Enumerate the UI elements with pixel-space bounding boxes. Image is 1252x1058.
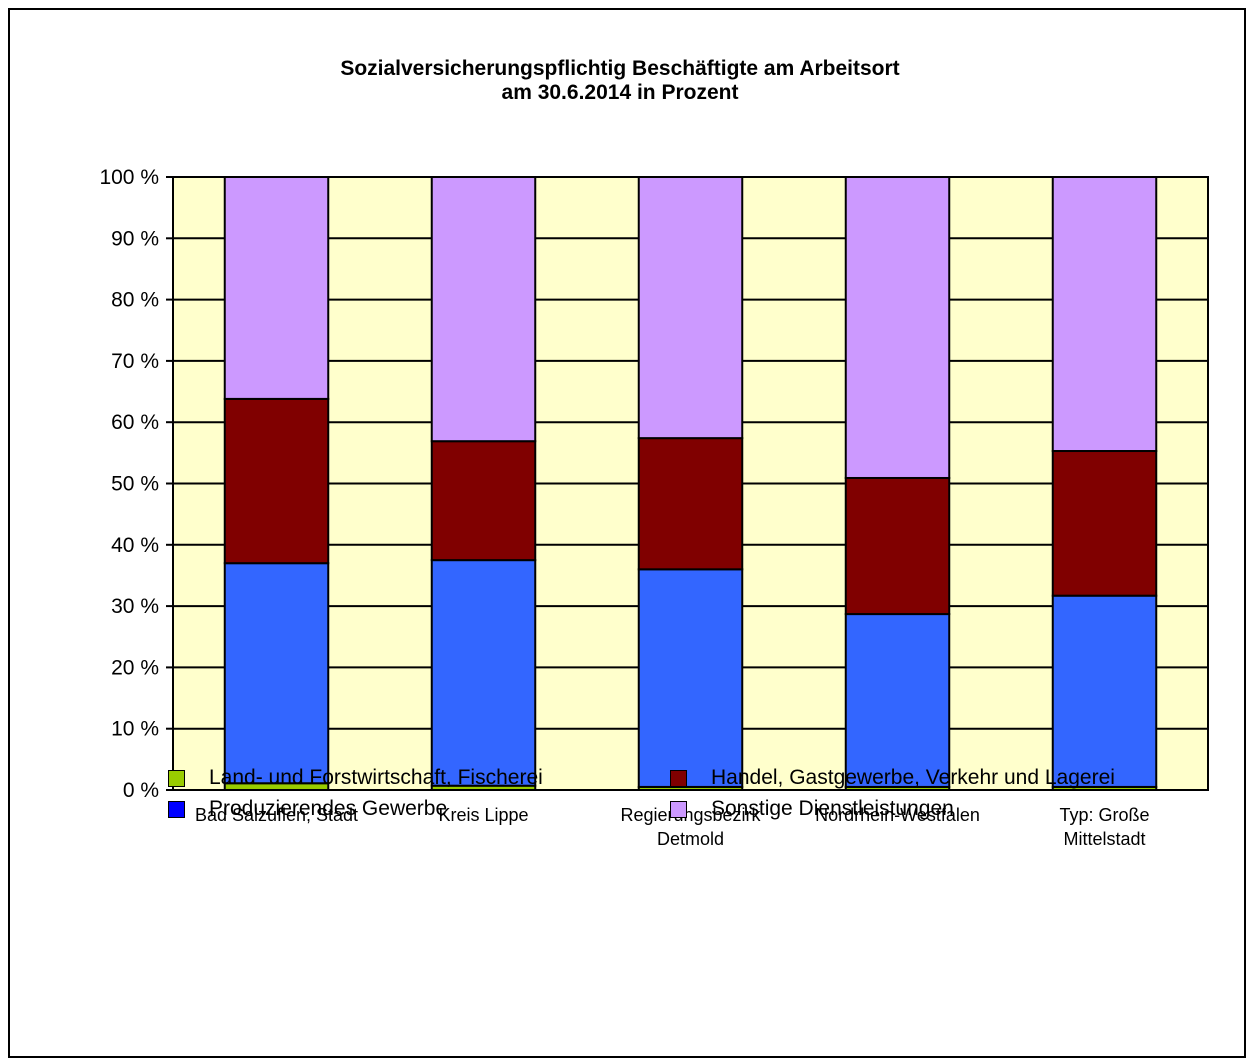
bar-segment — [430, 176, 537, 443]
legend-item-land: Land- und Forstwirtschaft, Fischerei — [168, 766, 543, 790]
chart-title-block: Sozialversicherungspflichtig Beschäftigt… — [0, 57, 1240, 105]
bar-segment — [223, 397, 330, 565]
bar-segment — [844, 613, 951, 788]
legend-swatch-handel — [670, 769, 687, 787]
legend-item-handel: Handel, Gastgewerbe, Verkehr und Lagerei — [670, 766, 1115, 790]
y-tick-label: 100 % — [99, 166, 159, 189]
y-tick-label: 0 % — [123, 779, 159, 802]
legend-label-sonstige: Sonstige Dienstleistungen — [711, 797, 954, 820]
legend-label-produzierendes: Produzierendes Gewerbe — [209, 797, 448, 820]
y-tick-label: 70 % — [111, 350, 159, 373]
legend-item-sonstige: Sonstige Dienstleistungen — [670, 797, 954, 821]
legend-swatch-land — [168, 769, 185, 787]
legend-swatch-produzierendes — [168, 800, 185, 818]
y-tick-label: 40 % — [111, 534, 159, 557]
x-tick-label: Nordrhein-Westfalen — [815, 805, 980, 825]
bar-segment — [223, 562, 330, 785]
bar-segment — [223, 176, 330, 400]
bar-segment — [844, 176, 951, 479]
bar-segment — [1051, 594, 1158, 788]
bar-segment — [637, 568, 744, 788]
chart-title: Sozialversicherungspflichtig Beschäftigt… — [340, 57, 900, 80]
legend-swatch-sonstige — [670, 800, 687, 818]
chart-subtitle: am 30.6.2014 in Prozent — [501, 81, 739, 104]
y-tick-label: 60 % — [111, 411, 159, 434]
y-tick-label: 90 % — [111, 227, 159, 250]
x-tick-label: Kreis Lippe — [438, 805, 528, 825]
bar-segment — [1051, 176, 1158, 453]
bar-segment — [430, 440, 537, 562]
y-tick-label: 80 % — [111, 289, 159, 312]
x-tick-label: Detmold — [657, 829, 724, 849]
y-tick-label: 20 % — [111, 656, 159, 679]
bar-segment — [844, 476, 951, 616]
legend-label-handel: Handel, Gastgewerbe, Verkehr und Lagerei — [711, 766, 1115, 789]
bar-segment — [1051, 450, 1158, 597]
legend-item-produzierendes: Produzierendes Gewerbe — [168, 797, 447, 821]
x-tick-label: Bad Salzuflen, Stadt — [195, 805, 358, 825]
x-tick-label: Regierungsbezirk — [620, 805, 761, 825]
x-tick-label: Typ: Große — [1059, 805, 1149, 825]
y-tick-label: 30 % — [111, 595, 159, 618]
x-tick-label: Mittelstadt — [1063, 829, 1145, 849]
bar-segment — [430, 559, 537, 787]
y-tick-label: 50 % — [111, 473, 159, 496]
y-tick-label: 10 % — [111, 718, 159, 741]
legend-label-land: Land- und Forstwirtschaft, Fischerei — [209, 766, 543, 789]
bar-segment — [637, 437, 744, 571]
bar-segment — [637, 176, 744, 440]
